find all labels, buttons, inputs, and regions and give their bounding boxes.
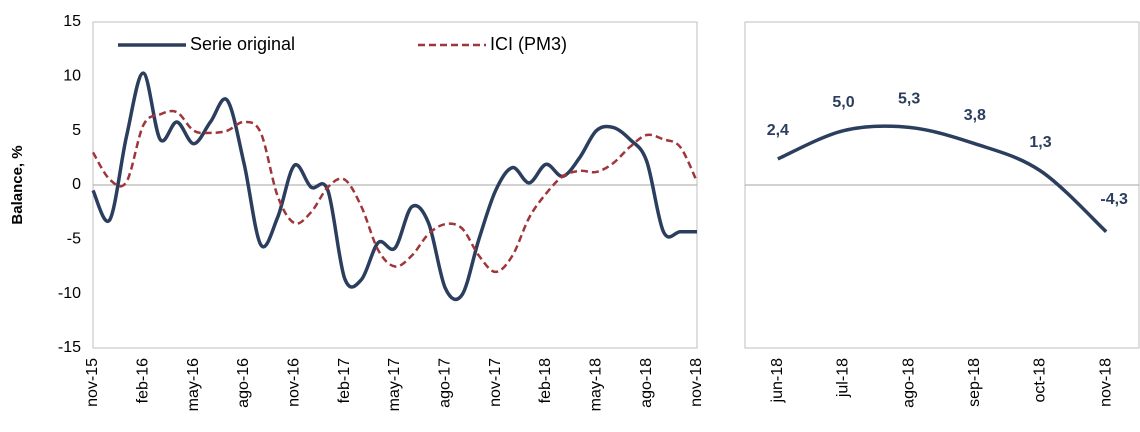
y-tick-label: 5 xyxy=(72,122,81,139)
data-label: 2,4 xyxy=(767,122,789,139)
x-tick-label: ago-18 xyxy=(900,358,917,408)
x-tick-label: ago-18 xyxy=(638,358,655,408)
x-tick-label: feb-18 xyxy=(537,358,554,403)
y-tick-label: -15 xyxy=(58,339,81,356)
line-series xyxy=(91,71,697,302)
data-label: 3,8 xyxy=(964,107,986,124)
line-series xyxy=(777,124,1108,234)
x-tick-label: jul-18 xyxy=(835,358,852,398)
x-tick-label: ago-17 xyxy=(437,358,454,408)
legend-label: Serie original xyxy=(190,34,295,54)
y-axis-title: Balance, % xyxy=(9,145,26,224)
y-tick-label: 15 xyxy=(63,13,81,30)
data-label: 1,3 xyxy=(1029,134,1051,151)
x-tick-label: jun-18 xyxy=(769,358,786,404)
x-tick-label: nov-16 xyxy=(286,358,303,407)
data-label: 5,3 xyxy=(898,91,920,108)
y-tick-label: 0 xyxy=(72,176,81,193)
x-tick-label: may-17 xyxy=(386,358,403,411)
line-series xyxy=(91,109,699,274)
x-tick-label: oct-18 xyxy=(1032,358,1049,403)
x-tick-label: feb-16 xyxy=(135,358,152,403)
y-tick-label: -10 xyxy=(58,285,81,302)
x-tick-label: nov-18 xyxy=(1097,358,1114,407)
x-tick-label: may-18 xyxy=(588,358,605,411)
x-tick-label: sep-18 xyxy=(966,358,983,407)
x-tick-label: nov-17 xyxy=(487,358,504,407)
x-tick-label: ago-16 xyxy=(235,358,252,408)
x-tick-label: nov-18 xyxy=(688,358,705,407)
data-label: -4,3 xyxy=(1100,191,1128,208)
y-tick-label: -5 xyxy=(67,231,81,248)
x-tick-label: may-16 xyxy=(185,358,202,411)
legend-label: ICI (PM3) xyxy=(490,34,567,54)
data-label: 5,0 xyxy=(832,94,854,111)
y-tick-label: 10 xyxy=(63,68,81,85)
x-tick-label: nov-15 xyxy=(84,358,101,407)
x-tick-label: feb-17 xyxy=(336,358,353,403)
